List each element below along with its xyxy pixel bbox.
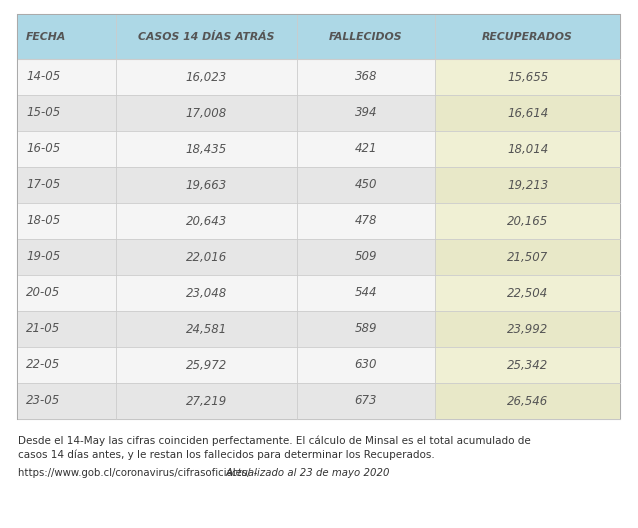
- Text: Desde el 14-May las cifras coinciden perfectamente. El cálculo de Minsal es el t: Desde el 14-May las cifras coinciden per…: [18, 435, 531, 446]
- Text: 544: 544: [355, 287, 377, 299]
- Bar: [116, 167, 297, 203]
- Text: 16-05: 16-05: [26, 143, 60, 156]
- Text: 20,643: 20,643: [186, 214, 227, 228]
- Text: FALLECIDOS: FALLECIDOS: [329, 32, 403, 42]
- Text: 22-05: 22-05: [26, 359, 60, 372]
- Text: 630: 630: [355, 359, 377, 372]
- Text: FECHA: FECHA: [26, 32, 66, 42]
- Bar: [297, 275, 435, 311]
- Text: 17-05: 17-05: [26, 178, 60, 192]
- Text: 368: 368: [355, 71, 377, 83]
- Bar: [435, 275, 620, 311]
- Text: 25,972: 25,972: [186, 359, 227, 372]
- Bar: [435, 239, 620, 275]
- Bar: [18, 347, 116, 383]
- Text: 18,435: 18,435: [186, 143, 227, 156]
- Bar: [116, 383, 297, 419]
- Bar: [435, 167, 620, 203]
- Text: 23-05: 23-05: [26, 394, 60, 408]
- Bar: [18, 131, 116, 167]
- Text: 16,614: 16,614: [507, 107, 548, 119]
- Text: 509: 509: [355, 250, 377, 263]
- Text: 16,023: 16,023: [186, 71, 227, 83]
- Bar: [297, 167, 435, 203]
- Bar: [18, 95, 116, 131]
- Bar: [116, 59, 297, 95]
- Bar: [435, 95, 620, 131]
- Text: 20,165: 20,165: [507, 214, 548, 228]
- Bar: [116, 347, 297, 383]
- Text: 14-05: 14-05: [26, 71, 60, 83]
- Text: 421: 421: [355, 143, 377, 156]
- Bar: [18, 275, 116, 311]
- Text: 23,992: 23,992: [507, 323, 548, 335]
- Text: 17,008: 17,008: [186, 107, 227, 119]
- Bar: [297, 311, 435, 347]
- Bar: [297, 203, 435, 239]
- Bar: [297, 239, 435, 275]
- Text: 20-05: 20-05: [26, 287, 60, 299]
- Text: 19,663: 19,663: [186, 178, 227, 192]
- Text: casos 14 días antes, y le restan los fallecidos para determinar los Recuperados.: casos 14 días antes, y le restan los fal…: [18, 450, 434, 460]
- Text: 18,014: 18,014: [507, 143, 548, 156]
- Bar: [435, 131, 620, 167]
- Text: 27,219: 27,219: [186, 394, 227, 408]
- Bar: [435, 203, 620, 239]
- Text: 21,507: 21,507: [507, 250, 548, 263]
- Text: 673: 673: [355, 394, 377, 408]
- Bar: [18, 15, 620, 59]
- Text: 394: 394: [355, 107, 377, 119]
- Text: 24,581: 24,581: [186, 323, 227, 335]
- Bar: [435, 347, 620, 383]
- Bar: [297, 59, 435, 95]
- Text: 450: 450: [355, 178, 377, 192]
- Text: 25,342: 25,342: [507, 359, 548, 372]
- Bar: [297, 347, 435, 383]
- Text: 26,546: 26,546: [507, 394, 548, 408]
- Bar: [18, 383, 116, 419]
- Text: 22,504: 22,504: [507, 287, 548, 299]
- Text: CASOS 14 DÍAS ATRÁS: CASOS 14 DÍAS ATRÁS: [138, 32, 275, 42]
- Text: 19-05: 19-05: [26, 250, 60, 263]
- Bar: [435, 59, 620, 95]
- Bar: [435, 383, 620, 419]
- Text: 18-05: 18-05: [26, 214, 60, 228]
- Text: 22,016: 22,016: [186, 250, 227, 263]
- Bar: [116, 203, 297, 239]
- Bar: [18, 203, 116, 239]
- Bar: [435, 311, 620, 347]
- Bar: [18, 239, 116, 275]
- Bar: [297, 131, 435, 167]
- Text: RECUPERADOS: RECUPERADOS: [482, 32, 573, 42]
- Bar: [18, 15, 620, 419]
- Bar: [297, 95, 435, 131]
- Text: 19,213: 19,213: [507, 178, 548, 192]
- Text: 478: 478: [355, 214, 377, 228]
- Bar: [116, 311, 297, 347]
- Text: 15,655: 15,655: [507, 71, 548, 83]
- Bar: [18, 59, 116, 95]
- Text: Actualizado al 23 de mayo 2020: Actualizado al 23 de mayo 2020: [225, 468, 390, 478]
- Bar: [116, 95, 297, 131]
- Bar: [18, 311, 116, 347]
- Bar: [116, 275, 297, 311]
- Bar: [116, 239, 297, 275]
- Bar: [116, 131, 297, 167]
- Text: 21-05: 21-05: [26, 323, 60, 335]
- Bar: [18, 167, 116, 203]
- Text: 23,048: 23,048: [186, 287, 227, 299]
- Bar: [297, 383, 435, 419]
- Text: 589: 589: [355, 323, 377, 335]
- Text: https://www.gob.cl/coronavirus/cifrasoficiales/ -: https://www.gob.cl/coronavirus/cifrasofi…: [18, 468, 261, 478]
- Text: 15-05: 15-05: [26, 107, 60, 119]
